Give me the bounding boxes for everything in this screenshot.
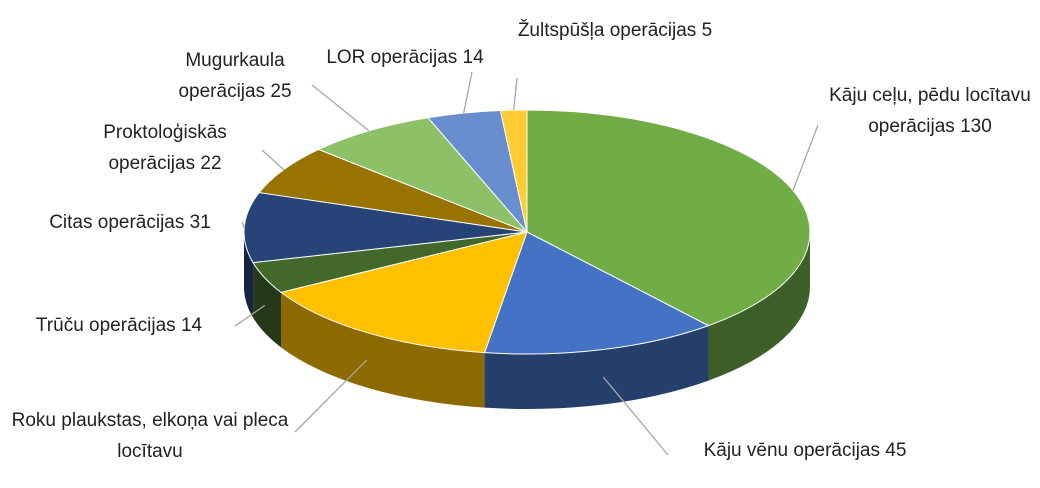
leader-line (513, 77, 518, 111)
label-value: 5 (701, 20, 713, 41)
slice (483, 231, 710, 355)
label-value: 14 (180, 315, 203, 336)
data-label: Citas operācijas 31 (15, 207, 245, 238)
data-label: LOR operācijas 14 (300, 42, 510, 73)
slice-side (244, 232, 254, 318)
data-label: Kāju vēnu operācijas 45 (680, 435, 930, 466)
label-category: Roku plaukstas, elkoņa vai pleca locītav… (11, 410, 289, 462)
leader-line (241, 221, 245, 228)
slice-side (253, 262, 282, 348)
data-label: Mugurkaula operācijas 25 (145, 45, 325, 107)
label-category: LOR operācijas (326, 47, 458, 68)
data-label: Trūču operācijas 14 (5, 310, 233, 341)
label-value: 25 (270, 81, 292, 102)
label-category: Proktoloģiskās operācijas (103, 122, 227, 174)
label-value: 14 (462, 47, 484, 68)
label-value: 130 (960, 116, 992, 137)
leader-line (463, 71, 473, 114)
label-category: Mugurkaula operācijas (178, 50, 285, 102)
slice-side (484, 325, 709, 410)
label-value: 22 (200, 153, 222, 174)
slice (279, 231, 528, 354)
slice-side (708, 232, 810, 381)
label-category: Žultspūšļa operācijas (517, 20, 697, 41)
label-value: 31 (189, 212, 211, 233)
data-label: Žultspūšļa operācijas 5 (480, 15, 750, 46)
data-label: Kāju ceļu, pēdu locītavu operācijas 130 (820, 80, 1040, 142)
slice-side (281, 292, 485, 408)
leader-line (294, 359, 368, 433)
slice (526, 109, 811, 327)
leader-line (234, 304, 266, 327)
data-label: Proktoloģiskās operācijas 22 (65, 117, 265, 179)
data-label: Roku plaukstas, elkoņa vai pleca locītav… (5, 405, 295, 467)
leader-line (261, 149, 285, 171)
leader-line (792, 124, 819, 191)
label-category: Kāju ceļu, pēdu locītavu operācijas (829, 85, 1031, 137)
label-value: 45 (885, 440, 907, 461)
label-category: Citas operācijas (49, 212, 185, 233)
leader-line (311, 84, 370, 132)
leader-line (602, 376, 669, 456)
label-category: Kāju vēnu operācijas (703, 440, 880, 461)
slice (258, 148, 528, 233)
label-category: Trūču operācijas (35, 315, 176, 336)
